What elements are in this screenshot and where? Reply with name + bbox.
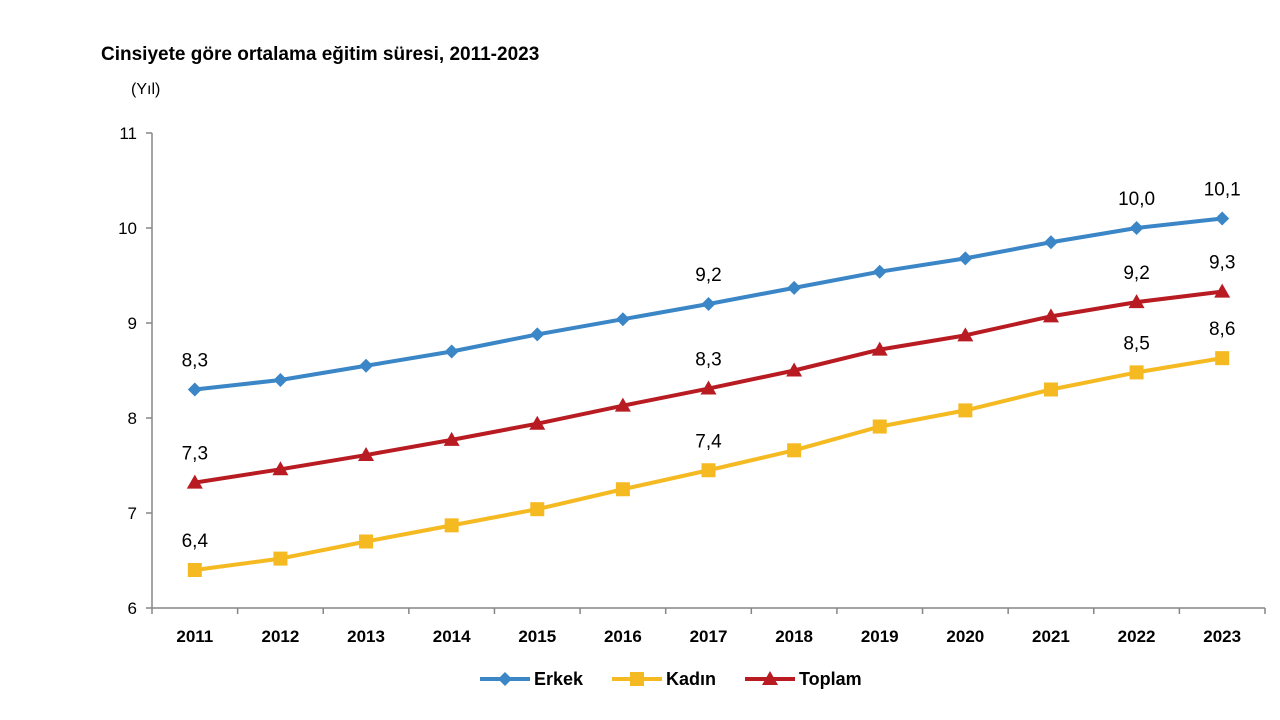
x-tick-label: 2017 [690, 627, 728, 646]
data-point-toplam [700, 380, 717, 395]
data-point-kadın [1129, 365, 1144, 380]
data-point-erkek [273, 373, 288, 387]
data-point-erkek [701, 297, 716, 311]
data-point-kadın [359, 534, 374, 549]
data-point-erkek [958, 251, 973, 266]
data-label-toplam: 7,3 [182, 444, 208, 465]
data-point-erkek [359, 358, 374, 373]
y-tick-label: 9 [128, 314, 137, 333]
data-label-kadın: 6,4 [182, 531, 209, 552]
data-label-erkek: 10,0 [1118, 189, 1155, 210]
legend-label-kadın: Kadın [666, 669, 716, 689]
data-point-kadın [530, 502, 545, 517]
data-point-toplam [529, 415, 546, 430]
data-point-toplam [1128, 294, 1145, 309]
data-point-erkek [187, 382, 202, 397]
y-tick-label: 10 [118, 219, 137, 238]
data-label-kadın: 8,5 [1123, 333, 1149, 354]
data-point-toplam [272, 461, 289, 476]
x-tick-label: 2020 [946, 627, 984, 646]
x-tick-label: 2023 [1203, 627, 1241, 646]
legend-marker-kadın [630, 672, 644, 686]
data-label-erkek: 10,1 [1204, 180, 1241, 201]
legend-marker-erkek [498, 672, 512, 686]
data-point-erkek [1129, 221, 1144, 235]
data-point-erkek [530, 327, 545, 342]
x-tick-label: 2021 [1032, 627, 1070, 646]
data-label-kadın: 7,4 [695, 431, 722, 452]
legend-label-erkek: Erkek [534, 669, 584, 689]
data-point-toplam [957, 327, 974, 342]
data-label-toplam: 9,3 [1209, 253, 1235, 274]
data-point-kadın [1215, 351, 1230, 366]
x-tick-label: 2013 [347, 627, 385, 646]
data-point-kadın [444, 518, 459, 533]
data-point-kadın [787, 443, 802, 458]
x-tick-label: 2012 [262, 627, 300, 646]
y-tick-label: 6 [128, 599, 137, 618]
data-point-kadın [615, 482, 630, 497]
legend-marker-toplam [762, 671, 778, 685]
data-point-erkek [1215, 211, 1230, 226]
chart-title: Cinsiyete göre ortalama eğitim süresi, 2… [101, 44, 540, 65]
data-label-erkek: 8,3 [182, 351, 208, 372]
data-point-kadın [187, 563, 202, 577]
data-point-toplam [1214, 283, 1231, 298]
x-tick-label: 2022 [1118, 627, 1156, 646]
data-point-toplam [1042, 308, 1059, 323]
data-point-toplam [358, 447, 375, 462]
y-axis-unit-label: (Yıl) [131, 81, 161, 98]
x-tick-label: 2018 [775, 627, 813, 646]
data-point-kadın [872, 419, 887, 434]
data-point-erkek [444, 344, 459, 359]
x-tick-label: 2016 [604, 627, 642, 646]
y-tick-label: 7 [128, 504, 137, 523]
data-point-erkek [872, 264, 887, 279]
data-label-kadın: 8,6 [1209, 319, 1235, 340]
y-tick-label: 8 [128, 409, 137, 428]
data-point-erkek [615, 312, 630, 327]
data-point-toplam [186, 474, 203, 489]
data-point-toplam [871, 341, 888, 356]
data-point-kadın [701, 463, 716, 478]
data-point-kadın [273, 551, 288, 566]
x-tick-label: 2015 [518, 627, 556, 646]
data-point-toplam [443, 431, 460, 446]
legend-label-toplam: Toplam [799, 669, 862, 689]
data-point-kadın [1043, 382, 1058, 397]
data-point-kadın [958, 403, 973, 418]
y-tick-label: 11 [119, 124, 137, 143]
x-tick-label: 2019 [861, 627, 899, 646]
data-point-toplam [786, 362, 803, 377]
data-point-erkek [787, 280, 802, 295]
data-label-toplam: 8,3 [695, 350, 721, 371]
data-label-erkek: 9,2 [695, 265, 721, 286]
data-point-erkek [1043, 235, 1058, 250]
data-label-toplam: 9,2 [1123, 263, 1149, 284]
x-tick-label: 2014 [433, 627, 471, 646]
x-tick-label: 2011 [176, 627, 213, 646]
data-point-toplam [614, 397, 631, 412]
